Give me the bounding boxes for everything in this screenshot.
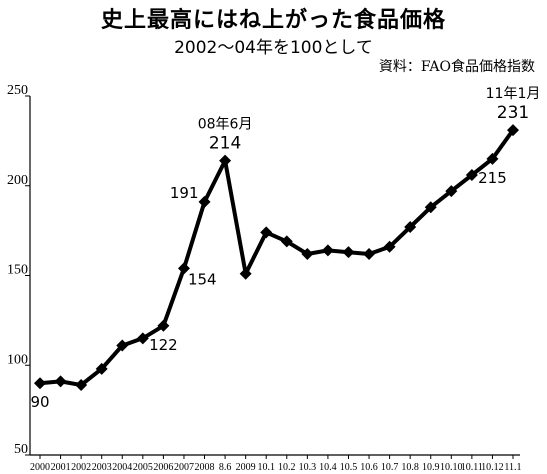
y-tick-label: 50 [14, 442, 28, 457]
data-point [157, 319, 170, 332]
data-label-note: 11年1月 [486, 86, 541, 102]
data-label: 231 [497, 103, 529, 123]
x-tick-label: 2008 [195, 462, 215, 473]
x-tick-label: 10.11 [461, 462, 483, 473]
data-point [95, 362, 108, 375]
data-point [445, 185, 458, 198]
data-point [75, 378, 88, 391]
data-label-note: 08年6月 [198, 117, 253, 133]
x-tick-label: 2002 [71, 462, 91, 473]
x-tick-label: 8.6 [219, 462, 232, 473]
x-tick-label: 10.6 [360, 462, 378, 473]
x-tick-label: 2005 [133, 462, 153, 473]
data-point [116, 339, 129, 352]
x-tick-label: 10.12 [481, 462, 504, 473]
series-line [39, 128, 515, 387]
data-label: 122 [149, 336, 178, 354]
data-point [198, 195, 211, 208]
x-tick-label: 10.4 [319, 462, 337, 473]
data-point [507, 124, 519, 137]
data-point [424, 201, 437, 214]
data-point [301, 247, 314, 260]
y-axis-ticks: 50 100 150 200 250 [7, 83, 30, 457]
data-point [177, 262, 190, 275]
series-polyline [39, 128, 515, 387]
series-points [34, 124, 519, 391]
data-point [136, 332, 149, 345]
x-tick-label: 2001 [51, 462, 71, 473]
y-tick-label: 200 [7, 173, 28, 188]
y-tick-label: 150 [7, 263, 28, 278]
data-point [404, 221, 417, 234]
chart-subtitle: 2002～04年を100として [174, 38, 373, 58]
data-point [219, 154, 232, 167]
x-tick-label: 2003 [92, 462, 112, 473]
y-tick-label: 250 [7, 83, 28, 98]
data-point [486, 152, 499, 165]
x-tick-label: 2006 [153, 462, 173, 473]
x-tick-label: 10.10 [440, 462, 463, 473]
data-point [321, 244, 334, 257]
x-tick-label: 2000 [30, 462, 50, 473]
data-point [54, 375, 67, 388]
chart-source: 資料：FAO食品価格指数 [378, 59, 535, 75]
data-point [465, 168, 478, 181]
data-label: 191 [170, 184, 199, 202]
x-tick-label: 2009 [236, 462, 256, 473]
x-tick-label: 10.8 [401, 462, 419, 473]
data-label: 154 [188, 270, 217, 288]
data-point [383, 240, 396, 253]
data-label: 215 [478, 169, 507, 187]
x-tick-label: 10.1 [257, 462, 275, 473]
x-tick-label: 2007 [174, 462, 194, 473]
chart-title: 史上最高にはね上がった食品価格 [100, 8, 446, 33]
x-tick-label: 10.5 [340, 462, 358, 473]
data-point [260, 226, 273, 239]
data-point [342, 246, 355, 259]
x-tick-label: 11.1 [504, 462, 521, 473]
data-point [239, 267, 252, 280]
data-point [280, 235, 293, 248]
x-tick-label: 2004 [112, 462, 132, 473]
data-label: 90 [30, 393, 49, 411]
data-point [363, 247, 376, 260]
chart-axes [29, 96, 520, 456]
data-point [34, 377, 46, 390]
x-tick-label: 10.3 [299, 462, 317, 473]
x-tick-label: 10.2 [278, 462, 296, 473]
x-tick-label: 10.9 [422, 462, 440, 473]
data-label: 214 [209, 134, 241, 154]
x-tick-label: 10.7 [381, 462, 399, 473]
x-axis-ticks: 2000 2001 2002 2003 2004 2005 2006 2007 2008 8.6 2… [30, 455, 522, 473]
y-tick-label: 100 [7, 352, 28, 367]
